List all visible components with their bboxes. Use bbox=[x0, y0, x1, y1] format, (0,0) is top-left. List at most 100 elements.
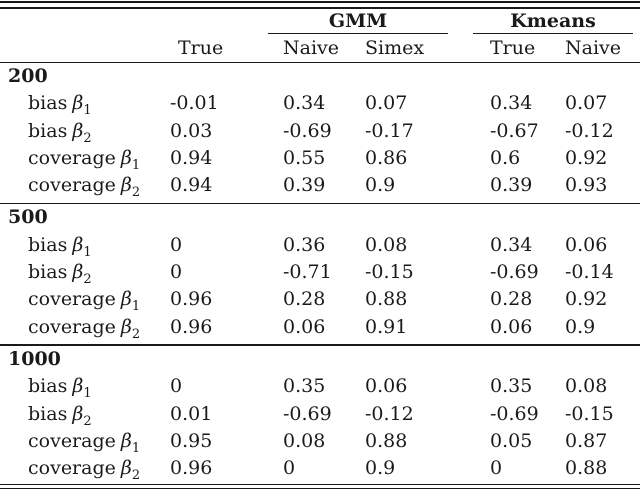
cell-value: -0.12 bbox=[365, 402, 414, 425]
cell-value: 0.92 bbox=[565, 146, 608, 169]
cell-value: 0.28 bbox=[490, 288, 533, 311]
cell-value: 0.88 bbox=[565, 457, 608, 480]
cell-value: -0.15 bbox=[565, 402, 614, 425]
cell-value: 0.03 bbox=[170, 119, 213, 142]
beta-symbol: β bbox=[72, 402, 84, 425]
cell-value: 0.87 bbox=[565, 429, 608, 452]
row-label: coverage β2 bbox=[28, 315, 141, 342]
beta-subscript: 2 bbox=[131, 184, 141, 200]
section-header-1000: 1000 bbox=[0, 346, 640, 373]
cell-value: 0.96 bbox=[170, 288, 213, 311]
beta-subscript: 1 bbox=[83, 244, 92, 260]
cell-value: 0.91 bbox=[365, 315, 408, 338]
cell-value: 0.28 bbox=[283, 288, 326, 311]
cell-value: 0.9 bbox=[565, 315, 596, 338]
cell-value: -0.69 bbox=[490, 402, 539, 425]
section-title: 1000 bbox=[8, 347, 61, 370]
bottom-rule-inner bbox=[0, 487, 640, 490]
cell-value: 0.05 bbox=[490, 429, 533, 452]
beta-subscript: 1 bbox=[83, 386, 92, 402]
cell-value: 0.06 bbox=[365, 375, 408, 398]
column-header-row: True Naive Simex True Naive bbox=[0, 35, 640, 63]
cell-value: -0.12 bbox=[565, 119, 614, 142]
cell-value: 0.08 bbox=[283, 429, 326, 452]
row-label: bias β1 bbox=[28, 375, 92, 402]
section-divider bbox=[0, 344, 640, 346]
cell-value: 0.06 bbox=[283, 315, 326, 338]
cell-value: 0.06 bbox=[490, 315, 533, 338]
beta-subscript: 2 bbox=[83, 271, 92, 287]
cell-value: 0 bbox=[170, 375, 183, 398]
row-label: bias β2 bbox=[28, 261, 92, 287]
cell-value: 0.39 bbox=[490, 174, 533, 197]
table-row: coverage β2 0.96 0 0.9 0 0.88 bbox=[0, 455, 640, 482]
column-header-kmeans-naive: Naive bbox=[565, 37, 622, 59]
beta-symbol: β bbox=[120, 429, 132, 452]
cell-value: 0.93 bbox=[565, 174, 608, 197]
cell-value: 0.86 bbox=[365, 146, 408, 169]
cell-value: -0.15 bbox=[365, 261, 414, 284]
column-group-gmm: GMM bbox=[268, 9, 448, 34]
cell-value: 0.96 bbox=[170, 315, 213, 338]
row-label: bias β2 bbox=[28, 119, 92, 146]
column-header-stub bbox=[0, 35, 162, 62]
cell-value: 0.39 bbox=[283, 174, 326, 197]
beta-subscript: 1 bbox=[131, 299, 141, 315]
cell-value: 0.34 bbox=[490, 233, 533, 256]
beta-subscript: 2 bbox=[83, 413, 92, 429]
row-label: bias β1 bbox=[28, 233, 92, 260]
cell-value: 0.9 bbox=[365, 174, 396, 197]
beta-symbol: β bbox=[72, 92, 84, 115]
table-row: coverage β1 0.95 0.08 0.88 0.05 0.87 bbox=[0, 428, 640, 455]
cell-value: -0.17 bbox=[365, 119, 414, 142]
cell-value: 0 bbox=[283, 457, 296, 480]
cell-value: 0 bbox=[170, 261, 183, 284]
row-label: coverage β2 bbox=[28, 457, 141, 483]
cell-value: 0.06 bbox=[565, 233, 608, 256]
column-group-kmeans: Kmeans bbox=[473, 9, 633, 34]
cell-value: -0.69 bbox=[283, 119, 332, 142]
beta-symbol: β bbox=[120, 315, 132, 338]
column-header-gmm-simex: Simex bbox=[365, 37, 425, 59]
cell-value: -0.71 bbox=[283, 261, 332, 284]
beta-subscript: 2 bbox=[131, 326, 141, 342]
cell-value: 0.35 bbox=[283, 375, 326, 398]
beta-symbol: β bbox=[72, 261, 84, 284]
cell-value: -0.67 bbox=[490, 119, 539, 142]
table-row: coverage β2 0.96 0.06 0.91 0.06 0.9 bbox=[0, 314, 640, 341]
cell-value: 0.07 bbox=[365, 92, 408, 115]
row-label: coverage β1 bbox=[28, 146, 141, 173]
cell-value: 0.34 bbox=[490, 92, 533, 115]
beta-symbol: β bbox=[120, 288, 132, 311]
section-title: 200 bbox=[8, 65, 48, 87]
beta-symbol: β bbox=[120, 457, 132, 480]
cell-value: 0.94 bbox=[170, 174, 213, 197]
beta-symbol: β bbox=[72, 375, 84, 398]
cell-value: 0.88 bbox=[365, 288, 408, 311]
table-row: bias β2 0.01 -0.69 -0.12 -0.69 -0.15 bbox=[0, 401, 640, 428]
beta-subscript: 2 bbox=[83, 130, 92, 146]
table-row: coverage β1 0.94 0.55 0.86 0.6 0.92 bbox=[0, 145, 640, 172]
section-title: 500 bbox=[8, 206, 48, 229]
cell-value: 0.92 bbox=[565, 288, 608, 311]
cell-value: 0.55 bbox=[283, 146, 326, 169]
cell-value: 0.9 bbox=[365, 457, 396, 480]
column-header-gmm-naive: Naive bbox=[283, 37, 340, 59]
beta-subscript: 2 bbox=[131, 467, 141, 483]
column-header-true: True bbox=[178, 37, 224, 59]
row-label: bias β2 bbox=[28, 402, 92, 429]
table-row: bias β2 0 -0.71 -0.15 -0.69 -0.14 bbox=[0, 259, 640, 286]
row-label: coverage β2 bbox=[28, 174, 141, 200]
cell-value: 0.07 bbox=[565, 92, 608, 115]
row-label: bias β1 bbox=[28, 92, 92, 119]
spanner-header-row: GMM Kmeans bbox=[0, 9, 640, 35]
beta-subscript: 1 bbox=[131, 157, 141, 173]
cell-value: 0 bbox=[490, 457, 503, 480]
table-row: bias β1 -0.01 0.34 0.07 0.34 0.07 bbox=[0, 90, 640, 117]
cell-value: -0.14 bbox=[565, 261, 614, 284]
cell-value: 0 bbox=[170, 233, 183, 256]
cell-value: 0.01 bbox=[170, 402, 213, 425]
table-row: bias β2 0.03 -0.69 -0.17 -0.67 -0.12 bbox=[0, 118, 640, 145]
cell-value: 0.88 bbox=[365, 429, 408, 452]
table-row: coverage β1 0.96 0.28 0.88 0.28 0.92 bbox=[0, 286, 640, 313]
